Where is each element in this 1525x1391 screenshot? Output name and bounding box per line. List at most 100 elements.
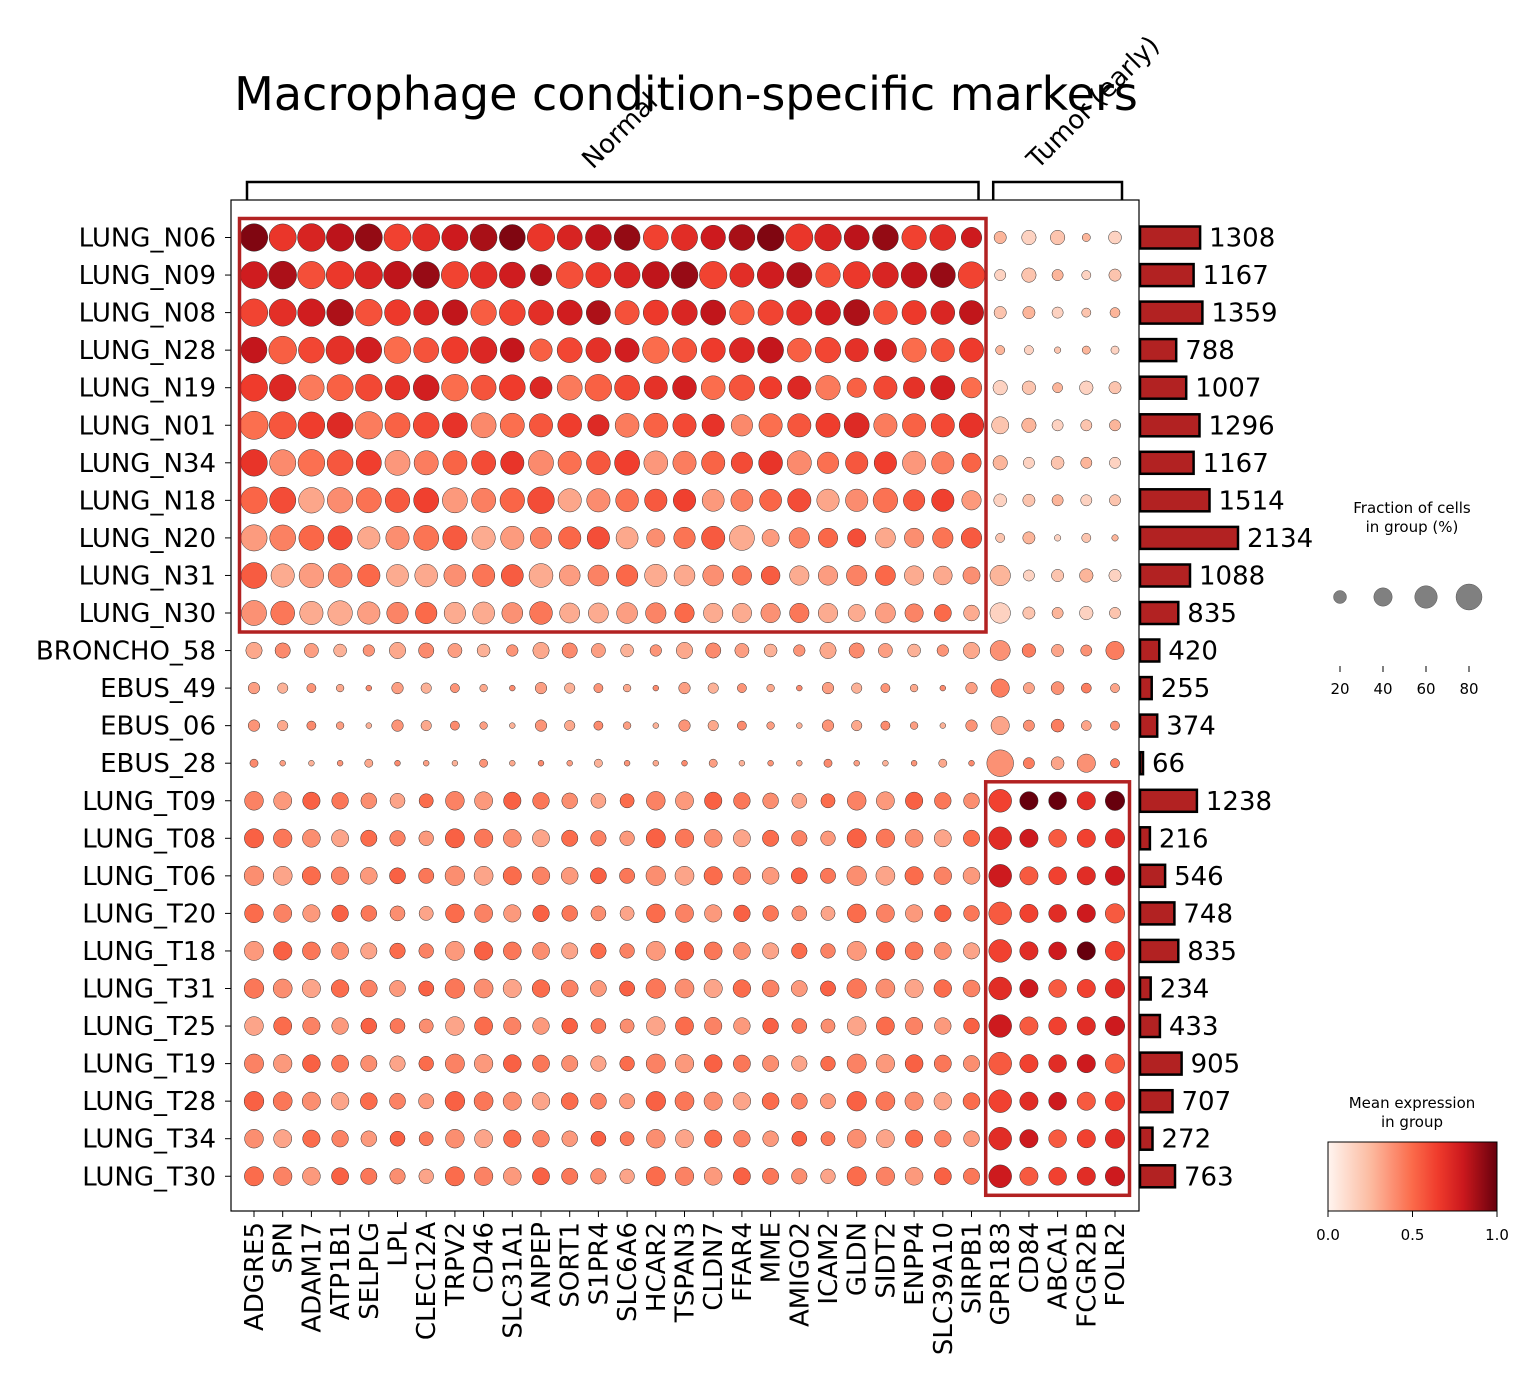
dot-lung-n34-amigo2 — [786, 450, 812, 476]
cell-count-bar — [1138, 413, 1201, 438]
dot-lung-t31-lpl — [389, 980, 406, 997]
dot-ebus-49-gpr183 — [990, 678, 1010, 698]
dot-lung-n31-sidt2 — [875, 565, 896, 586]
dot-lung-n30-trpv2 — [443, 602, 466, 624]
dot-lung-t31-icam2 — [820, 980, 836, 997]
dot-lung-t09-cldn7 — [704, 791, 723, 810]
dot-ebus-28-adgre5 — [249, 758, 259, 768]
cell-count-bar — [1138, 525, 1240, 551]
dot-lung-t18-cldn7 — [704, 941, 723, 961]
dot-lung-n28-cldn7 — [700, 337, 726, 363]
dot-lung-t30-gldn — [846, 1166, 867, 1187]
dot-lung-t25-trpv2 — [445, 1016, 465, 1036]
dot-lung-n08-enpp4 — [901, 300, 927, 325]
dot-broncho-58-gpr183 — [989, 640, 1011, 661]
dot-lung-t28-folr2 — [1105, 1091, 1125, 1112]
dot-lung-t20-gpr183 — [988, 901, 1012, 926]
dot-lung-n28-selplg — [355, 336, 383, 364]
dot-lung-n31-atp1b1 — [327, 563, 353, 588]
dot-lung-n34-adam17 — [297, 449, 326, 477]
dot-lung-t25-gpr183 — [988, 1014, 1012, 1038]
dot-lung-t06-adam17 — [301, 866, 321, 886]
dot-lung-t08-trpv2 — [445, 828, 465, 849]
dot-lung-n30-gldn — [847, 604, 866, 622]
dot-lung-n34-s1pr4 — [586, 450, 611, 476]
dot-lung-t30-slc39a10 — [933, 1167, 952, 1186]
dot-lung-n28-clec12a — [413, 337, 440, 363]
dot-lung-t34-selplg — [360, 1130, 377, 1147]
dot-lung-n31-ffar4 — [731, 565, 752, 586]
sample-label: LUNG_N08 — [79, 299, 216, 329]
cell-count-label: 1088 — [1199, 562, 1265, 592]
dot-broncho-58-s1pr4 — [591, 643, 606, 658]
gene-label: SORT1 — [556, 1222, 586, 1308]
dot-lung-n31-anpep — [528, 563, 554, 588]
dot-lung-t09-enpp4 — [905, 791, 924, 810]
dot-lung-n18-amigo2 — [787, 488, 812, 513]
dot-lung-t09-adgre5 — [244, 791, 264, 811]
dot-lung-t25-slc39a10 — [934, 1017, 952, 1035]
dot-lung-t34-sidt2 — [876, 1129, 895, 1149]
dot-lung-n06-s1pr4 — [585, 224, 612, 251]
cell-count-label: 1167 — [1203, 261, 1269, 291]
dot-lung-t20-amigo2 — [791, 905, 808, 922]
dot-lung-t28-enpp4 — [904, 1091, 924, 1111]
dot-lung-t20-cd84 — [1019, 903, 1039, 923]
cell-count-label: 420 — [1168, 637, 1218, 667]
colorbar-tick-label: 1.0 — [1485, 1226, 1509, 1244]
dot-lung-n01-fcgr2b — [1080, 419, 1093, 432]
dot-lung-t19-clec12a — [418, 1055, 434, 1072]
dot-lung-t31-cldn7 — [703, 979, 723, 998]
dot-ebus-49-s1pr4 — [593, 683, 604, 693]
dot-lung-t19-spn — [273, 1054, 293, 1074]
dot-ebus-28-fcgr2b — [1076, 753, 1096, 773]
dot-ebus-06-tspan3 — [678, 719, 691, 732]
dot-lung-t18-adgre5 — [244, 941, 264, 961]
sample-label: LUNG_N34 — [79, 449, 216, 479]
dot-lung-n08-sidt2 — [873, 300, 898, 325]
group-bracket-1 — [245, 180, 980, 200]
dot-lung-t25-cd84 — [1019, 1016, 1039, 1036]
dot-lung-t34-anpep — [532, 1130, 550, 1148]
dot-lung-t19-trpv2 — [445, 1053, 465, 1074]
dot-ebus-06-folr2 — [1110, 720, 1120, 731]
dot-lung-t08-lpl — [389, 830, 406, 847]
cell-count-bar — [1138, 375, 1188, 400]
dot-lung-t31-sidt2 — [875, 978, 896, 999]
dot-lung-t31-slc39a10 — [933, 979, 952, 998]
dot-ebus-28-hcar2 — [652, 760, 659, 767]
dot-ebus-06-hcar2 — [652, 722, 659, 729]
dot-ebus-06-slc6a6 — [623, 721, 632, 730]
cell-count-label: 1359 — [1211, 299, 1277, 329]
gene-label: FOLR2 — [1101, 1222, 1131, 1307]
dot-lung-n20-mme — [761, 529, 780, 547]
cell-count-bar — [1138, 262, 1195, 288]
cell-count-bar — [1138, 638, 1161, 663]
dot-lung-t25-sirpb1 — [963, 1017, 980, 1035]
dot-lung-t30-s1pr4 — [590, 1168, 607, 1185]
dot-lung-n09-trpv2 — [441, 261, 469, 289]
gene-label: ABCA1 — [1044, 1222, 1074, 1310]
sample-label: BRONCHO_58 — [36, 637, 216, 667]
dot-lung-t06-tspan3 — [674, 866, 695, 886]
dot-lung-n01-adam17 — [297, 411, 326, 439]
dot-lung-t34-spn — [273, 1129, 293, 1149]
dot-ebus-49-gldn — [851, 682, 863, 694]
gene-label: CD84 — [1015, 1222, 1045, 1293]
dot-lung-n08-gpr183 — [993, 306, 1007, 320]
dot-ebus-06-icam2 — [821, 719, 835, 732]
dot-lung-n01-cd84 — [1021, 417, 1037, 433]
dot-lung-t30-atp1b1 — [331, 1167, 349, 1186]
size-legend-dot — [1373, 587, 1393, 607]
dot-lung-n30-lpl — [386, 602, 409, 624]
dot-lung-n20-adgre5 — [240, 524, 268, 552]
dot-lung-n34-atp1b1 — [326, 449, 354, 477]
dot-lung-t31-selplg — [360, 979, 378, 998]
dot-lung-n31-clec12a — [414, 563, 438, 588]
dot-ebus-28-selplg — [364, 758, 374, 768]
dot-lung-t08-tspan3 — [674, 828, 695, 848]
dot-ebus-28-folr2 — [1110, 758, 1120, 769]
dot-lung-n09-clec12a — [412, 261, 440, 289]
dot-lung-n01-tspan3 — [672, 413, 697, 438]
